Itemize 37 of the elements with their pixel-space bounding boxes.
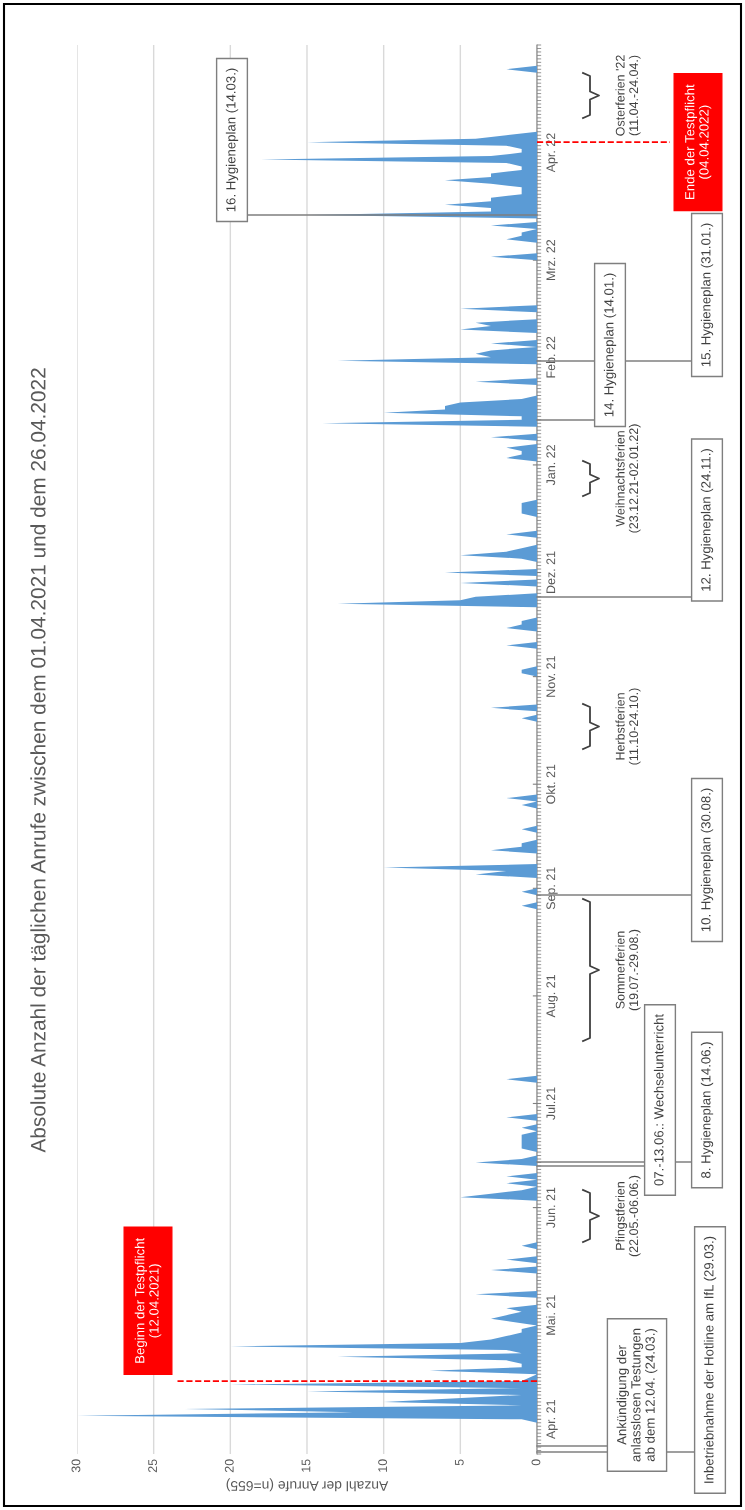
ref-line-label: Ende der Testpflicht (04.04.2022): [684, 84, 712, 199]
x-tick-label: 30: [71, 1459, 81, 1473]
text: 8. Hygieneplan (14.06.): [700, 1042, 714, 1178]
text: 12. Hygieneplan (24.11.): [700, 449, 714, 591]
y-tick-label: Apr. 21: [546, 1400, 558, 1440]
x-tick-label: 0: [531, 1459, 541, 1466]
x-axis-title: Anzahl der Anrufe (n=655): [226, 1478, 389, 1492]
text: Sommerferien (19.07.-29.08.): [615, 929, 641, 1011]
text: 15. Hygieneplan (31.01.): [700, 223, 714, 367]
y-tick-label: Nov. 21: [546, 656, 556, 697]
text: Ankündigung der anlasslosen Testungen ab dem 12.04. (24.03.): [616, 1328, 658, 1462]
text: Absolute Anzahl der täglichen Anrufe zwischen dem 01.04.2021 und dem 26.04.2022: [30, 368, 50, 1153]
y-tick-label: Mrz. 22: [546, 239, 556, 280]
x-tick-label: 25: [148, 1459, 158, 1473]
text: Osterferien '22 (11.04.-24.04.): [615, 55, 641, 136]
y-tick-label: Mai. 21: [546, 1295, 556, 1335]
ref-line-label: Beginn der Testpflicht (12.04.2021): [134, 1237, 162, 1363]
y-tick-label: Dez. 21: [546, 551, 556, 594]
y-tick-label: Jul.21: [546, 1087, 556, 1120]
y-tick-label: Aug. 21: [546, 974, 558, 1018]
text: 07.-13.06.: Wechselunterricht: [653, 1014, 664, 1186]
y-tick-label: Sep. 21: [546, 867, 558, 910]
text: Herbstferien (11.10-24.10.): [615, 688, 641, 765]
annotation: 16. Hygieneplan (14.03.): [225, 68, 239, 212]
text: Weihnachtsferien (23.12.21-02.01.22): [615, 424, 641, 533]
x-tick-label: 20: [224, 1459, 234, 1473]
x-tick-label: 10: [378, 1459, 388, 1472]
text: Pfingstferien (22.05.-06.06.): [615, 1175, 641, 1257]
y-tick-label: Okt. 21: [546, 764, 556, 804]
x-tick-label: 15: [301, 1459, 311, 1472]
y-tick-label: Jun. 21: [546, 1187, 556, 1228]
text: Inbetriebnahme der Hotline am IfL (29.03.): [703, 1236, 717, 1483]
text: 10. Hygieneplan (30.08.): [700, 788, 714, 932]
x-tick-label: 5: [454, 1459, 464, 1466]
y-tick-label: Jan. 22: [546, 445, 556, 486]
y-tick-label: Feb. 22: [546, 336, 556, 378]
text: 14. Hygieneplan (14.01.): [603, 273, 617, 417]
